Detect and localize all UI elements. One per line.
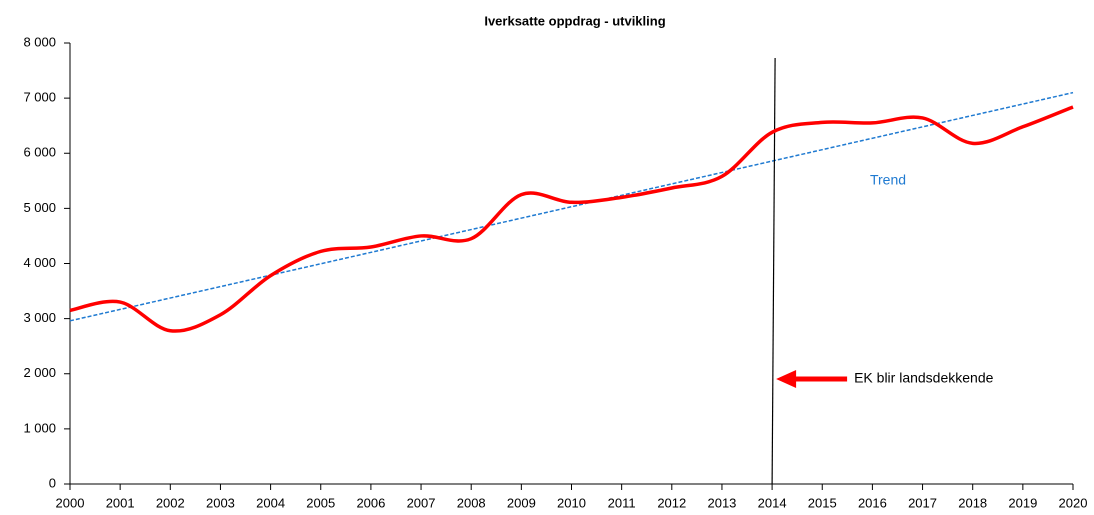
y-tick-label: 1 000 — [23, 420, 56, 435]
y-tick-label: 8 000 — [23, 34, 56, 49]
annotation-line — [771, 57, 776, 485]
x-tick-label: 2012 — [657, 495, 686, 510]
chart-title: Iverksatte oppdrag - utvikling — [484, 13, 665, 28]
x-tick-label: 2014 — [758, 495, 787, 510]
annotation-text: EK blir landsdekkende — [854, 370, 994, 386]
x-tick-label: 2010 — [557, 495, 586, 510]
x-tick-label: 2013 — [707, 495, 736, 510]
x-tick-label: 2002 — [156, 495, 185, 510]
x-tick-label: 2006 — [356, 495, 385, 510]
x-tick-label: 2018 — [958, 495, 987, 510]
annotation-arrowhead — [776, 370, 797, 388]
x-tick-label: 2003 — [206, 495, 235, 510]
series-line — [69, 105, 1074, 333]
x-tick-label: 2009 — [507, 495, 536, 510]
y-tick-label: 2 000 — [23, 365, 56, 380]
x-tick-label: 2001 — [106, 495, 135, 510]
trend-line — [69, 91, 1074, 322]
x-tick-label: 2000 — [56, 495, 85, 510]
x-tick-label: 2005 — [306, 495, 335, 510]
x-tick-label: 2017 — [908, 495, 937, 510]
x-tick-label: 2015 — [808, 495, 837, 510]
x-tick-label: 2007 — [407, 495, 436, 510]
y-tick-label: 6 000 — [23, 145, 56, 160]
trend-label: Trend — [870, 172, 906, 188]
y-tick-label: 3 000 — [23, 310, 56, 325]
y-tick-label: 4 000 — [23, 255, 56, 270]
x-tick-label: 2016 — [858, 495, 887, 510]
y-tick-label: 5 000 — [23, 200, 56, 215]
y-tick-label: 7 000 — [23, 90, 56, 105]
x-tick-label: 2011 — [608, 495, 636, 510]
x-tick-label: 2019 — [1008, 495, 1037, 510]
y-tick-label: 0 — [49, 475, 56, 490]
x-tick-label: 2004 — [256, 495, 285, 510]
x-tick-label: 2020 — [1059, 495, 1088, 510]
x-tick-label: 2008 — [457, 495, 486, 510]
